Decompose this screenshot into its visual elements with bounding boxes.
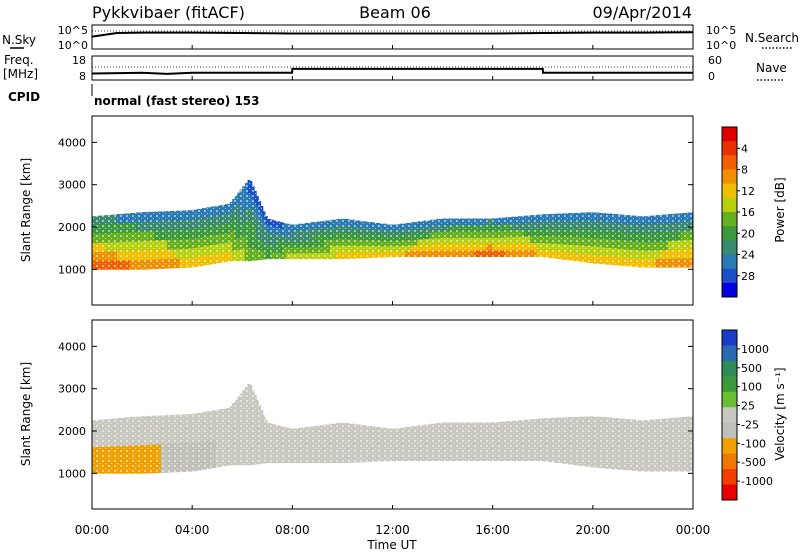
velocity-colorbar-tick-label: 500 [741, 362, 762, 375]
x-tick-label: 04:00 [175, 523, 210, 537]
x-tick-label: 08:00 [275, 523, 310, 537]
velocity-colorbar-tick-label: -500 [741, 456, 766, 469]
velocity-ytick-label: 2000 [58, 425, 86, 438]
velocity-ytick-label: 4000 [58, 340, 86, 353]
power-ytick-label: 4000 [58, 136, 86, 149]
cpid-text: normal (fast stereo) 153 [94, 94, 260, 108]
power-colorbar-label: Power [dB] [773, 177, 787, 242]
noise-right-tick-bottom: 10^0 [706, 39, 736, 52]
velocity-ytick-label: 3000 [58, 383, 86, 396]
noise-left-tick-top: 10^5 [58, 24, 88, 37]
velocity-colorbar-cell [722, 484, 737, 501]
velocity-colorbar-tick-label: 1000 [741, 343, 769, 356]
power-colorbar-tick-label: 8 [741, 164, 748, 177]
velocity-colorbar-cell [722, 407, 737, 424]
power-colorbar-cell [722, 183, 737, 199]
power-colorbar-cell [722, 240, 737, 255]
power-colorbar-cell [722, 141, 737, 156]
power-colorbar-cell [722, 127, 737, 142]
power-colorbar-tick-label: 12 [741, 185, 755, 198]
power-scatter-overlay [92, 117, 693, 304]
x-tick-label: 20:00 [576, 523, 611, 537]
cpid-label: CPID [8, 90, 40, 104]
freq-left-tick-bottom: 8 [79, 70, 86, 83]
freq-left-label-2: [MHz] [3, 67, 38, 81]
power-colorbar-cell [722, 282, 737, 298]
x-tick-label: 00:00 [75, 523, 110, 537]
power-colorbar-cell [722, 197, 737, 213]
noise-sky-line [91, 31, 694, 38]
power-ytick-label: 2000 [58, 221, 86, 234]
freq-right-tick-top: 60 [708, 54, 722, 67]
velocity-colorbar-cell [722, 345, 737, 362]
velocity-ytick-label: 1000 [58, 467, 86, 480]
velocity-panel: 1000 2000 3000 4000 Slant Range [km] 1000 50… [19, 319, 787, 510]
velocity-colorbar-tick-label: 100 [741, 381, 762, 394]
station-title: Pykkvibaer (fitACF) [92, 3, 245, 22]
noise-right-label: N.Search [745, 31, 799, 45]
velocity-colorbar-cell [722, 330, 737, 346]
x-tick-label: 12:00 [375, 523, 410, 537]
power-colorbar-cell [722, 155, 737, 170]
velocity-colorbar-label: Velocity [m s⁻¹] [773, 367, 787, 460]
noise-left-label: N.Sky [2, 33, 36, 47]
velocity-colorbar-frame [721, 329, 738, 501]
power-colorbar-tick-label: 16 [741, 206, 755, 219]
power-colorbar-tick-label: 28 [741, 270, 755, 283]
date-title: 09/Apr/2014 [592, 3, 692, 22]
velocity-scatter-overlay [92, 321, 693, 508]
power-ytick-label: 1000 [58, 263, 86, 276]
velocity-colorbar-cell [722, 453, 737, 470]
x-tick-label: 16:00 [475, 523, 510, 537]
power-colorbar-cell [722, 268, 737, 284]
freq-line [91, 67, 693, 75]
power-colorbar-cell [722, 226, 737, 241]
x-axis-title: Time UT [366, 538, 417, 552]
power-colorbar-tick-label: 4 [741, 142, 748, 155]
velocity-colorbar-tick-label: -1000 [741, 475, 773, 488]
velocity-colorbar-cell [722, 376, 737, 393]
velocity-colorbar-cell [722, 360, 737, 377]
power-colorbar-cell [722, 254, 737, 270]
power-colorbar-tick-label: 20 [741, 227, 755, 240]
noise-right-tick-top: 10^5 [706, 24, 736, 37]
velocity-colorbar-tick-label: 25 [741, 400, 755, 413]
noise-left-tick-bottom: 10^0 [58, 39, 88, 52]
velocity-colorbar-tick-label: -25 [741, 418, 759, 431]
velocity-colorbar-tick-label: -100 [741, 437, 766, 450]
power-ytick-label: 3000 [58, 179, 86, 192]
velocity-colorbar-cell [722, 422, 737, 439]
velocity-ylabel: Slant Range [km] [19, 362, 33, 466]
beam-title: Beam 06 [359, 3, 431, 22]
freq-right-label: Nave [756, 61, 787, 75]
velocity-colorbar-cell [722, 391, 737, 408]
freq-left-tick-top: 18 [72, 54, 86, 67]
freq-left-label-1: Freq. [4, 53, 34, 67]
power-ylabel: Slant Range [km] [19, 158, 33, 262]
velocity-colorbar-cell [722, 469, 737, 486]
x-tick-label: 00:00 [676, 523, 711, 537]
power-panel: 1000 2000 3000 4000 Slant Range [km] 28 24 20… [19, 115, 787, 306]
power-colorbar-tick-label: 24 [741, 249, 755, 262]
velocity-colorbar-cell [722, 438, 737, 455]
freq-right-tick-bottom: 0 [708, 70, 715, 83]
power-colorbar-cell [722, 169, 737, 185]
power-colorbar-cell [722, 212, 737, 227]
